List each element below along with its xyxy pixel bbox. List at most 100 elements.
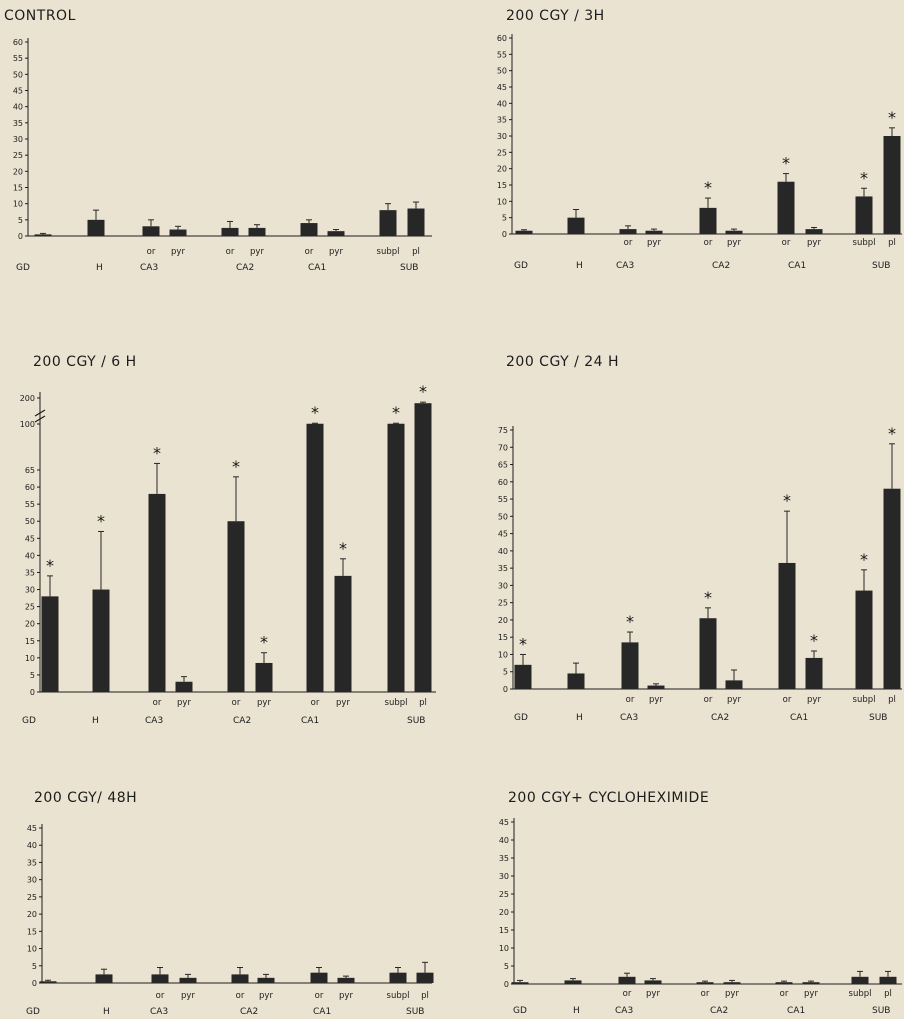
category-label: pyr bbox=[804, 989, 818, 999]
significance-asterisk: * bbox=[392, 403, 400, 422]
y-tick-label: 5 bbox=[502, 214, 507, 223]
data-bar bbox=[227, 521, 245, 692]
category-label: or bbox=[704, 238, 713, 248]
group-label: CA2 bbox=[240, 1007, 258, 1017]
y-tick-label: 200 bbox=[20, 394, 35, 403]
y-tick-label: 25 bbox=[27, 893, 37, 902]
y-tick-label: 10 bbox=[499, 944, 509, 953]
panel-title: CONTROL bbox=[4, 8, 76, 24]
data-bar bbox=[802, 982, 820, 984]
group-label: SUB bbox=[869, 713, 887, 723]
y-tick-label: 45 bbox=[25, 534, 35, 543]
category-label: pyr bbox=[177, 698, 191, 708]
data-bar bbox=[169, 229, 187, 236]
y-tick-label: 60 bbox=[497, 34, 507, 43]
y-tick-label: 5 bbox=[18, 216, 23, 225]
y-tick-label: 30 bbox=[13, 135, 23, 144]
y-tick-label: 50 bbox=[13, 70, 23, 79]
category-label: or bbox=[701, 989, 710, 999]
category-label: subpl bbox=[385, 698, 408, 708]
y-tick-label: 15 bbox=[25, 637, 35, 646]
data-bar bbox=[327, 231, 345, 236]
data-bar bbox=[879, 976, 897, 984]
data-bar bbox=[511, 982, 529, 984]
category-label: or bbox=[315, 991, 324, 1001]
significance-asterisk: * bbox=[260, 633, 268, 652]
y-tick-label: 45 bbox=[13, 87, 23, 96]
y-tick-label: 50 bbox=[497, 67, 507, 76]
group-label: CA2 bbox=[711, 713, 729, 723]
panel-title: 200 CGY / 6 H bbox=[33, 354, 137, 370]
y-tick-label: 20 bbox=[499, 908, 509, 917]
group-label: H bbox=[576, 713, 583, 723]
group-label: SUB bbox=[406, 1007, 424, 1017]
axis-break-marker bbox=[34, 409, 46, 423]
category-label: pyr bbox=[336, 698, 350, 708]
data-bar bbox=[805, 657, 823, 689]
data-bar bbox=[416, 972, 434, 983]
y-tick-label: 5 bbox=[504, 962, 509, 971]
data-bar bbox=[334, 575, 352, 692]
significance-asterisk: * bbox=[153, 443, 161, 462]
data-bar bbox=[87, 219, 105, 236]
y-tick-label: 35 bbox=[27, 858, 37, 867]
data-bar bbox=[725, 680, 743, 689]
y-tick-label: 45 bbox=[499, 818, 509, 827]
significance-asterisk: * bbox=[704, 178, 712, 197]
y-tick-label: 20 bbox=[13, 167, 23, 176]
significance-asterisk: * bbox=[888, 108, 896, 127]
y-tick-label: 25 bbox=[498, 599, 508, 608]
category-label: pyr bbox=[250, 247, 264, 257]
data-bar bbox=[699, 207, 717, 234]
y-tick-label: 65 bbox=[498, 461, 508, 470]
y-tick-label: 40 bbox=[498, 547, 508, 556]
y-tick-label: 15 bbox=[497, 181, 507, 190]
group-label: SUB bbox=[407, 716, 425, 726]
category-label: pl bbox=[412, 247, 420, 257]
group-label: SUB bbox=[400, 263, 418, 273]
significance-asterisk: * bbox=[46, 556, 54, 575]
group-label: CA2 bbox=[710, 1006, 728, 1016]
group-label: GD bbox=[514, 261, 528, 271]
y-tick-label: 35 bbox=[13, 119, 23, 128]
data-bar bbox=[725, 230, 743, 234]
data-bar bbox=[34, 234, 52, 236]
significance-asterisk: * bbox=[783, 491, 791, 510]
y-tick-label: 20 bbox=[498, 616, 508, 625]
data-bar bbox=[142, 226, 160, 236]
y-tick-label: 10 bbox=[25, 654, 35, 663]
data-bar bbox=[255, 662, 273, 692]
y-tick-label: 35 bbox=[497, 116, 507, 125]
category-label: pyr bbox=[181, 991, 195, 1001]
data-bar bbox=[92, 589, 110, 692]
y-tick-label: 45 bbox=[27, 824, 37, 833]
data-bar bbox=[645, 230, 663, 234]
significance-asterisk: * bbox=[860, 550, 868, 569]
data-bar bbox=[647, 685, 665, 689]
y-tick-label: 70 bbox=[498, 443, 508, 452]
group-label: CA1 bbox=[787, 1006, 805, 1016]
category-label: pl bbox=[421, 991, 429, 1001]
y-tick-label: 0 bbox=[503, 685, 508, 694]
data-bar bbox=[883, 488, 901, 689]
category-label: or bbox=[147, 247, 156, 257]
group-label: CA3 bbox=[620, 713, 638, 723]
data-bar bbox=[851, 976, 869, 984]
data-bar bbox=[179, 977, 197, 983]
data-bar bbox=[855, 196, 873, 234]
category-label: pyr bbox=[646, 989, 660, 999]
y-tick-label: 35 bbox=[25, 568, 35, 577]
y-tick-label: 20 bbox=[27, 910, 37, 919]
y-tick-label: 75 bbox=[498, 426, 508, 435]
y-tick-label: 55 bbox=[25, 500, 35, 509]
category-label: pyr bbox=[647, 238, 661, 248]
data-bar bbox=[231, 974, 249, 983]
data-bar bbox=[337, 977, 355, 983]
y-tick-label: 60 bbox=[13, 38, 23, 47]
category-label: or bbox=[153, 698, 162, 708]
data-bar bbox=[567, 217, 585, 234]
y-tick-label: 60 bbox=[498, 478, 508, 487]
group-label: GD bbox=[16, 263, 30, 273]
data-bar bbox=[723, 982, 741, 984]
panel-title: 200 CGY+ CYCLOHEXIMIDE bbox=[508, 790, 709, 806]
